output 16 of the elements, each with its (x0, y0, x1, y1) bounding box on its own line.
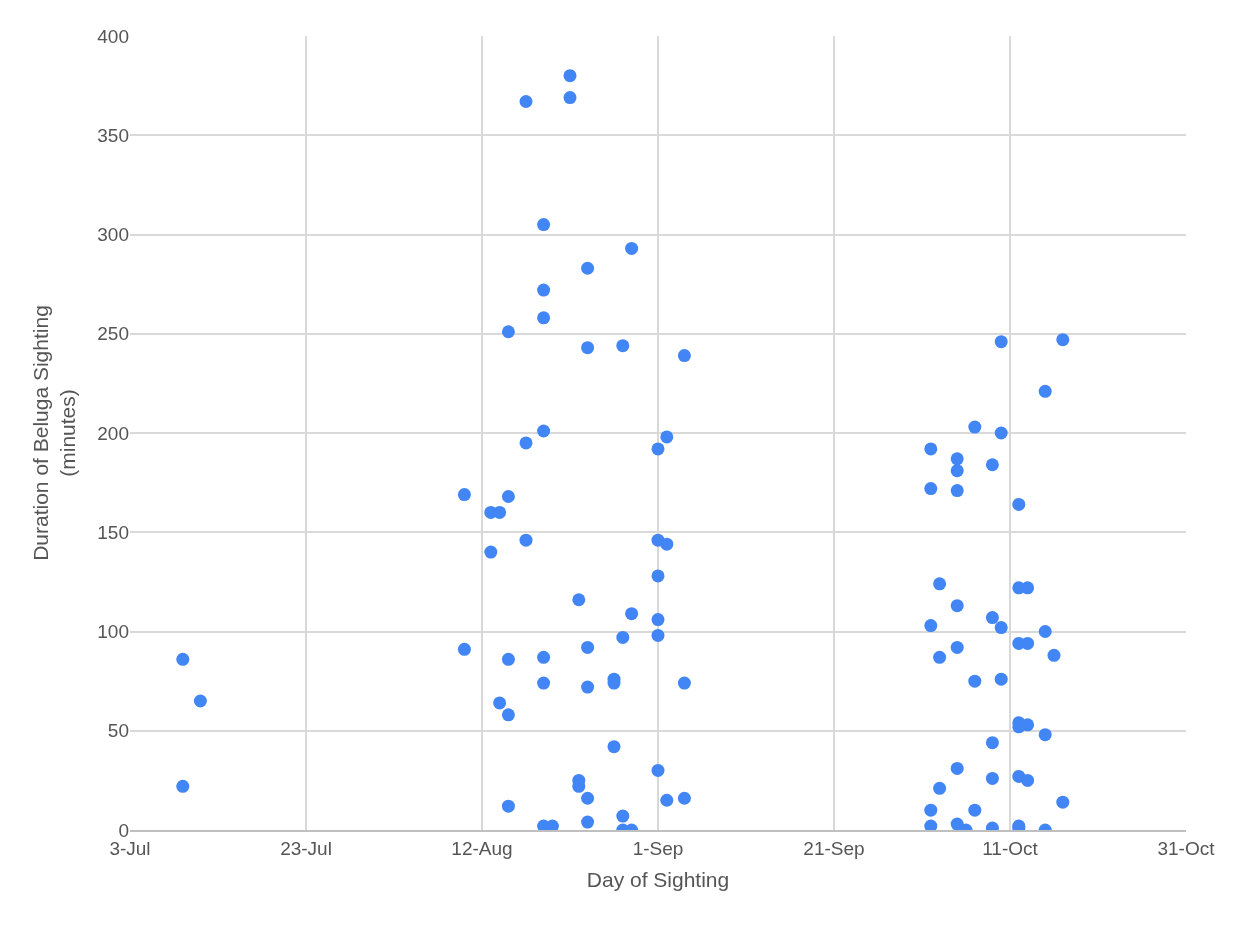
y-tick-label: 50 (107, 720, 129, 742)
y-tick-label: 350 (97, 124, 129, 146)
x-tick-label: 31-Oct (1157, 837, 1216, 859)
y-tick-label: 250 (97, 323, 129, 345)
y-tick-label: 150 (97, 521, 129, 543)
x-tick-label: 1-Sep (632, 837, 684, 859)
y-axis-title: Duration of Beluga Sighting (minutes) (29, 305, 80, 561)
y-tick-label: 300 (97, 224, 129, 246)
x-tick-label: 23-Jul (280, 837, 332, 859)
x-tick-label: 11-Oct (982, 837, 1039, 859)
x-tick-label: 12-Aug (451, 837, 513, 859)
x-tick-label: 21-Sep (803, 837, 865, 859)
y-tick-label: 100 (97, 621, 129, 643)
y-tick-label: 400 (97, 25, 129, 47)
y-tick-label: 200 (97, 422, 129, 444)
x-axis-title: Day of Sighting (586, 868, 730, 892)
